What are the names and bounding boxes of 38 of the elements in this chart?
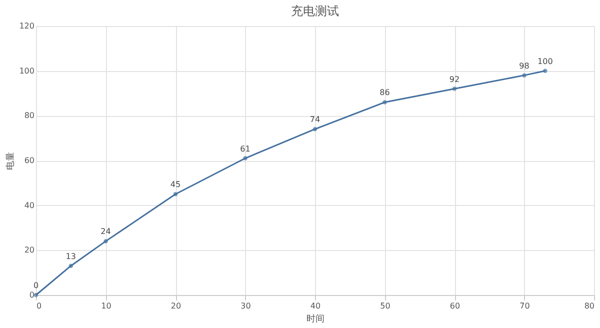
y-axis-title: 电量 [5, 152, 16, 170]
x-axis-title: 时间 [306, 314, 324, 324]
point [382, 100, 387, 104]
x-tick-label: 60 [450, 302, 460, 310]
x-tick-label: 40 [310, 302, 321, 310]
x-tick-label: 0 [36, 302, 42, 310]
x-tick-label: 20 [170, 302, 182, 310]
x-tick-label: 70 [520, 302, 530, 310]
x-tick-label: 30 [240, 302, 251, 310]
data-label: 100 [538, 56, 553, 66]
data-label: 24 [100, 227, 111, 236]
data-label: 61 [240, 144, 250, 154]
data-label: 74 [310, 115, 320, 124]
data-label: 13 [66, 252, 76, 261]
point [312, 127, 318, 132]
y-tick-label: 100 [19, 66, 34, 76]
point [68, 264, 73, 268]
chart-title: 充电测试 [291, 4, 339, 18]
y-tick-label: 60 [24, 156, 34, 165]
x-tick-label: 50 [380, 302, 390, 310]
x-tick-label: 80 [584, 302, 594, 310]
data-label: 45 [170, 180, 181, 190]
point [104, 239, 108, 244]
data-label: 92 [449, 74, 460, 84]
y-tick-label: 0 [29, 290, 34, 300]
point [452, 86, 457, 91]
point [173, 192, 178, 196]
point [243, 156, 248, 160]
y-tick-label: 40 [24, 200, 34, 210]
point [34, 292, 38, 298]
point [522, 73, 526, 78]
data-label: 86 [380, 88, 390, 98]
data-label: 98 [519, 61, 530, 70]
y-tick-label: 120 [19, 22, 34, 30]
point [543, 68, 548, 73]
x-tick-label: 10 [101, 302, 112, 310]
y-tick-label: 20 [24, 246, 34, 255]
y-tick-label: 80 [24, 111, 34, 120]
